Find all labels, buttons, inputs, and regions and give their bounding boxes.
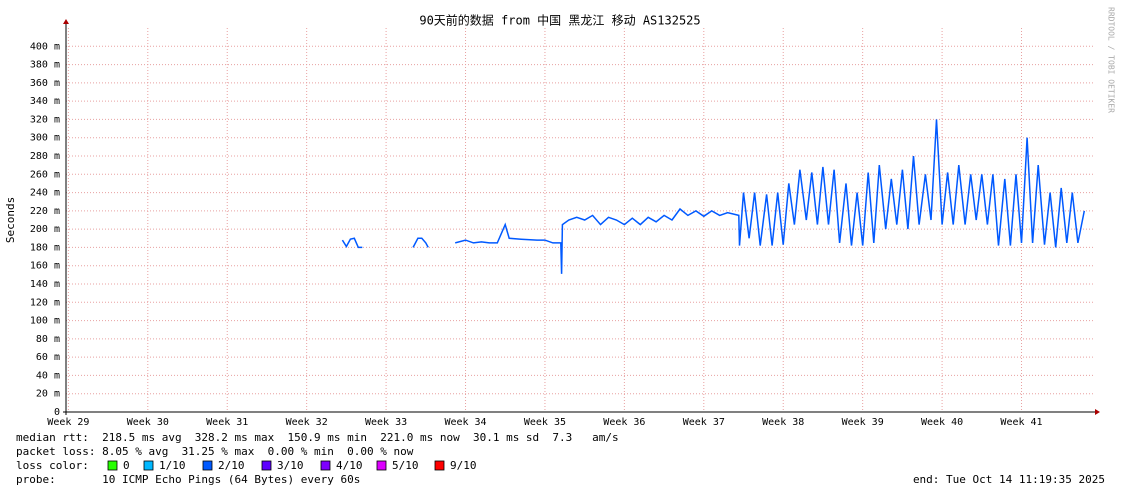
x-tick-label: Week 31	[206, 417, 248, 428]
axis-arrow	[63, 19, 69, 24]
y-tick-label: 40 m	[36, 370, 60, 381]
loss-color-swatch	[434, 460, 445, 471]
y-tick-label: 80 m	[36, 334, 60, 345]
loss-color-label: loss color:	[16, 459, 89, 472]
loss-color-swatch	[261, 460, 272, 471]
y-tick-label: 0	[54, 407, 60, 418]
loss-color-label: 0	[123, 459, 130, 472]
x-tick-label: Week 38	[762, 417, 804, 428]
y-tick-label: 180 m	[30, 242, 60, 253]
y-tick-label: 60 m	[36, 352, 60, 363]
loss-color-label: 3/10	[277, 459, 304, 472]
x-tick-label: Week 29	[47, 417, 89, 428]
x-tick-label: Week 39	[842, 417, 884, 428]
y-tick-label: 120 m	[30, 297, 60, 308]
x-tick-label: Week 41	[1000, 417, 1042, 428]
loss-color-label: 9/10	[450, 459, 477, 472]
x-tick-label: Week 37	[683, 417, 725, 428]
y-tick-label: 160 m	[30, 261, 60, 272]
loss-color-label: 4/10	[336, 459, 363, 472]
x-tick-label: Week 30	[127, 417, 169, 428]
y-tick-label: 140 m	[30, 279, 60, 290]
y-tick-label: 380 m	[30, 60, 60, 71]
x-tick-label: Week 33	[365, 417, 407, 428]
end-text: end: Tue Oct 14 11:19:35 2025	[913, 473, 1105, 486]
x-tick-label: Week 35	[524, 417, 566, 428]
loss-color-label: 2/10	[218, 459, 245, 472]
x-tick-label: Week 40	[921, 417, 963, 428]
loss-color-label: 1/10	[159, 459, 186, 472]
y-tick-label: 400 m	[30, 41, 60, 52]
loss-color-swatch	[202, 460, 213, 471]
x-tick-label: Week 36	[603, 417, 645, 428]
y-tick-label: 20 m	[36, 389, 60, 400]
y-tick-label: 220 m	[30, 206, 60, 217]
side-text: RRDTOOL / TOBI OETIKER	[1107, 7, 1116, 113]
y-tick-label: 260 m	[30, 169, 60, 180]
axis-arrow	[1095, 409, 1100, 415]
loss-color-swatch	[143, 460, 154, 471]
stats-line: packet loss: 8.05 % avg 31.25 % max 0.00…	[16, 445, 414, 458]
y-tick-label: 320 m	[30, 114, 60, 125]
y-tick-label: 100 m	[30, 316, 60, 327]
loss-color-label: 5/10	[392, 459, 419, 472]
loss-color-swatch	[107, 460, 118, 471]
y-tick-label: 280 m	[30, 151, 60, 162]
y-tick-label: 200 m	[30, 224, 60, 235]
probe-text: probe: 10 ICMP Echo Pings (64 Bytes) eve…	[16, 473, 360, 486]
rtt-line	[341, 119, 1086, 274]
chart-title: 90天前的数据 from 中国 黑龙江 移动 AS132525	[419, 13, 700, 28]
loss-color-swatch	[376, 460, 387, 471]
y-tick-label: 340 m	[30, 96, 60, 107]
y-tick-label: 240 m	[30, 188, 60, 199]
x-tick-label: Week 34	[444, 417, 486, 428]
y-tick-label: 360 m	[30, 78, 60, 89]
y-axis-label: Seconds	[4, 197, 17, 243]
stats-line: median rtt: 218.5 ms avg 328.2 ms max 15…	[16, 431, 619, 444]
y-tick-label: 300 m	[30, 133, 60, 144]
x-tick-label: Week 32	[286, 417, 328, 428]
loss-color-swatch	[320, 460, 331, 471]
